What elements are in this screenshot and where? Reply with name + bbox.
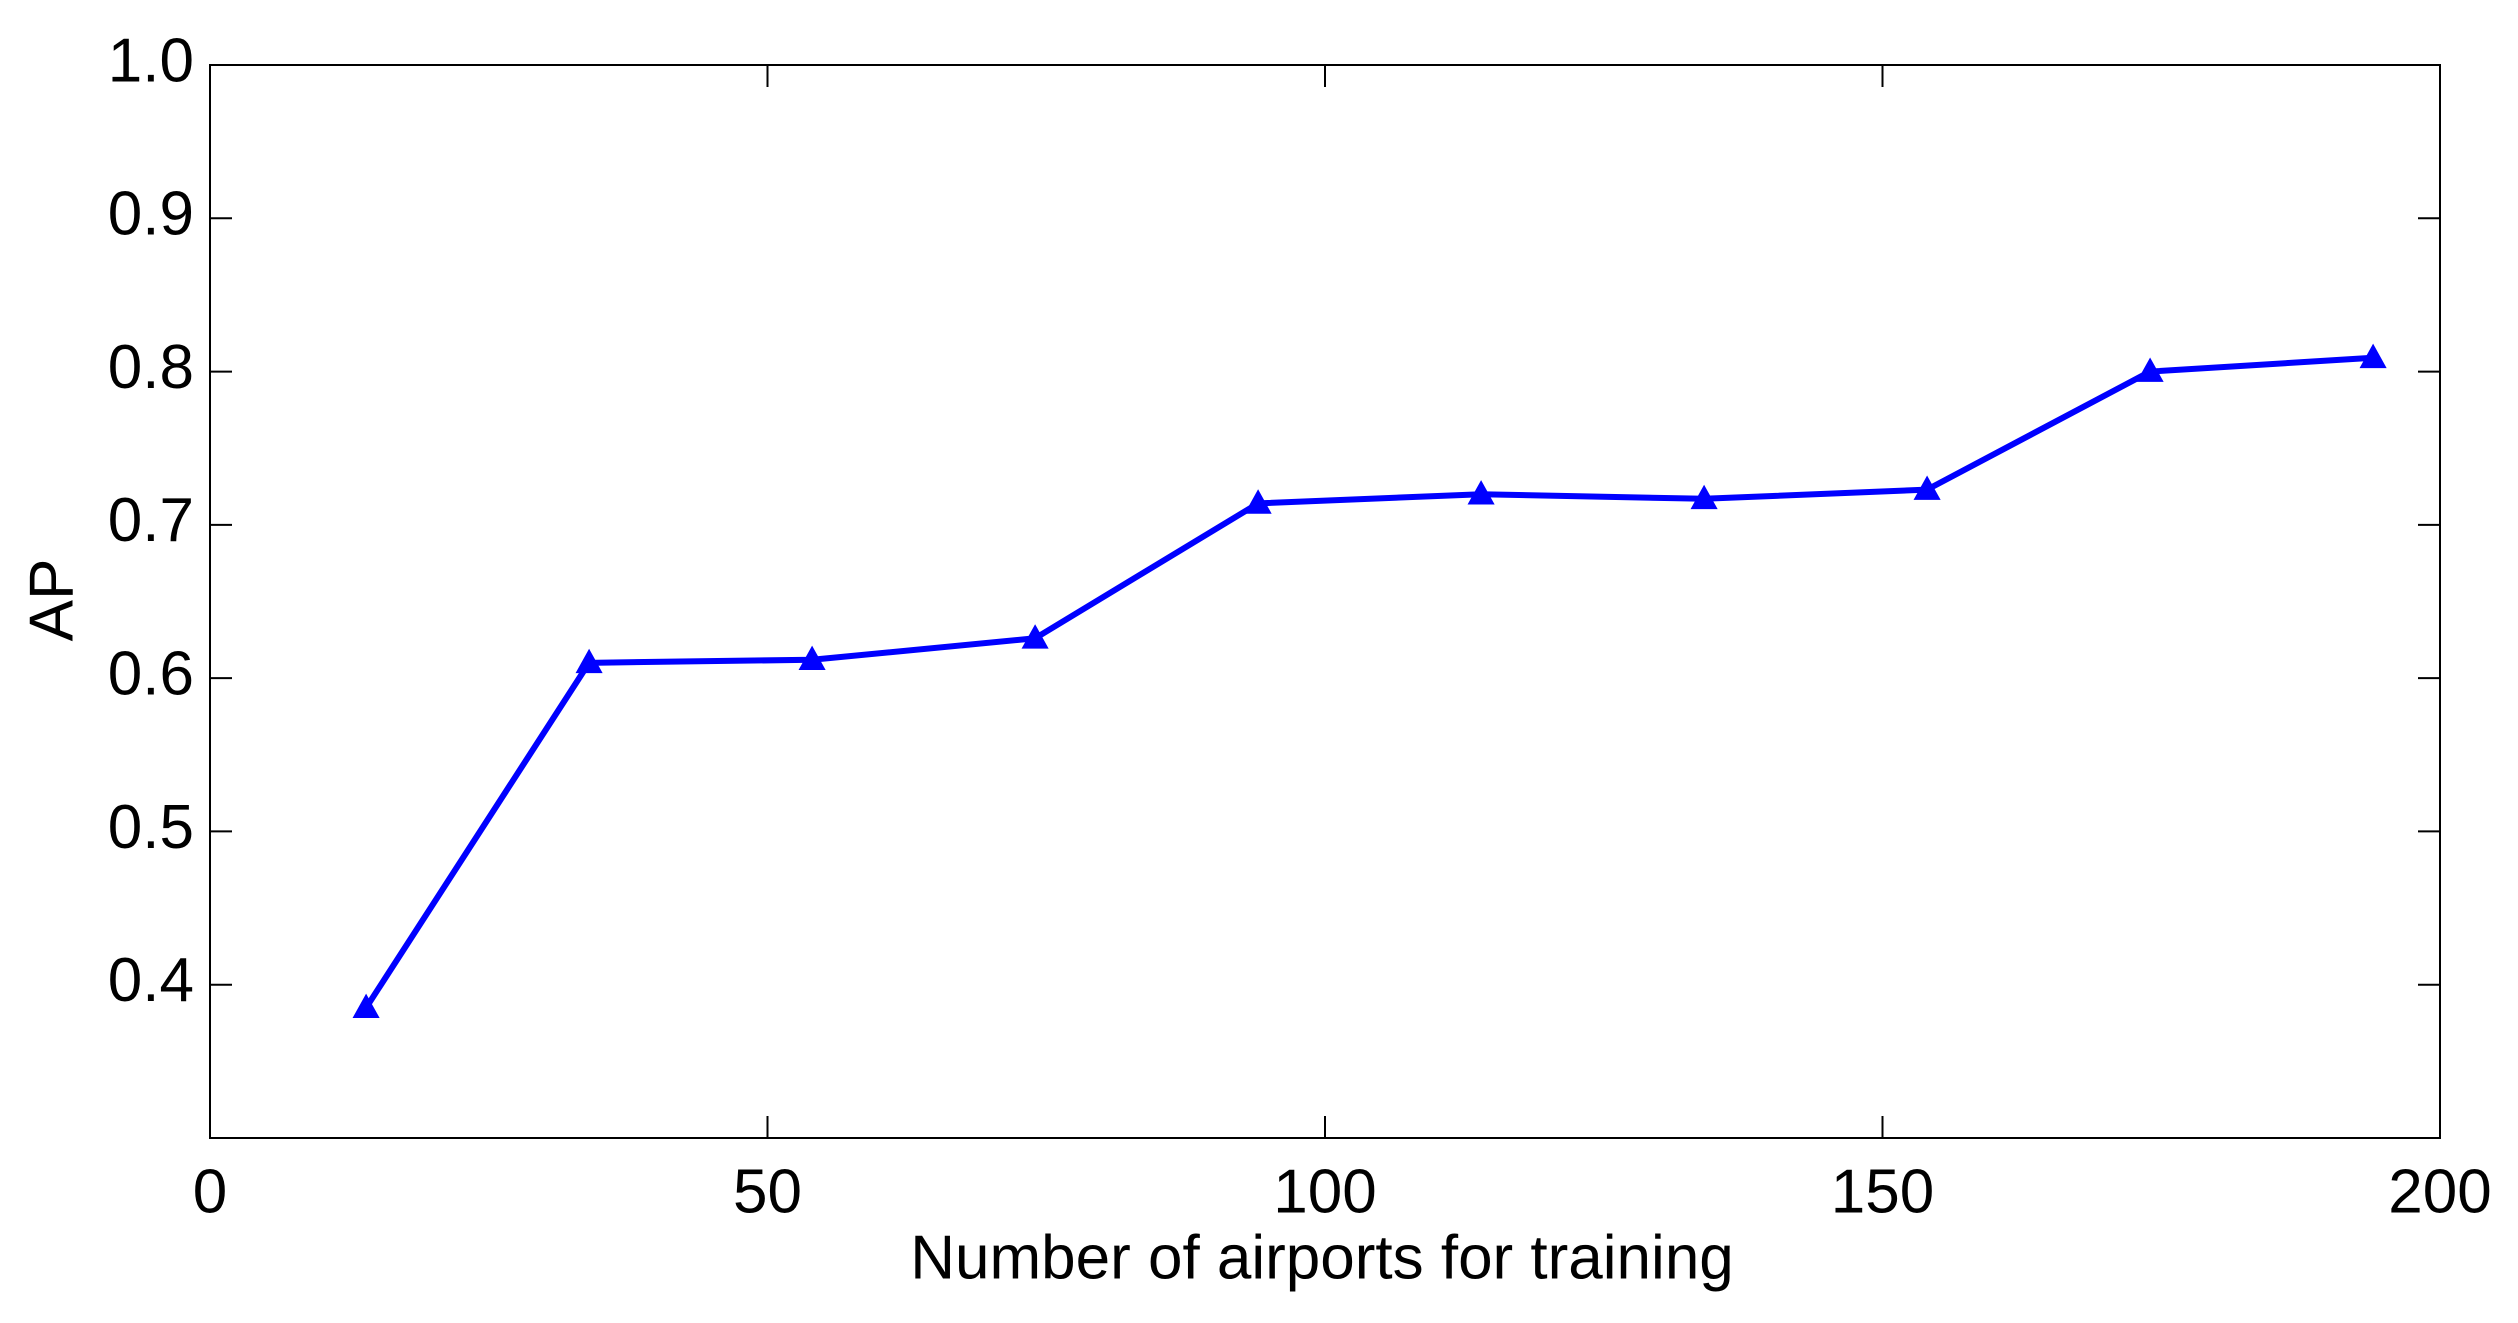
x-tick-label: 150 [1831, 1157, 1934, 1226]
marker [2359, 343, 2387, 369]
line [363, 354, 2374, 1010]
x-tick-label: 50 [733, 1157, 802, 1226]
marker [1690, 484, 1718, 510]
marker [798, 645, 826, 671]
x-tick-label: 200 [2388, 1157, 2491, 1226]
marker [1021, 624, 1049, 649]
marker [352, 993, 380, 1019]
y-tick-label: 0.6 [108, 640, 194, 709]
y-tick-label: 0.9 [108, 180, 194, 249]
marker [1913, 475, 1941, 500]
y-tick-label: 0.4 [108, 946, 194, 1015]
y-tick-label: 0.7 [108, 486, 194, 555]
marker [1244, 489, 1272, 514]
y-tick-label: 1.0 [108, 26, 194, 95]
y-tick-label: 0.8 [108, 333, 194, 402]
x-tick-label: 0 [193, 1157, 227, 1226]
marker [575, 648, 603, 674]
marker [2136, 357, 2164, 382]
y-tick-label: 0.5 [108, 793, 194, 862]
x-axis-label: Number of airports for training [910, 1223, 1734, 1292]
marker [1467, 480, 1495, 505]
y-axis-label: AP [17, 559, 86, 642]
plot-frame [209, 64, 2441, 1139]
x-tick-label: 100 [1273, 1157, 1376, 1226]
